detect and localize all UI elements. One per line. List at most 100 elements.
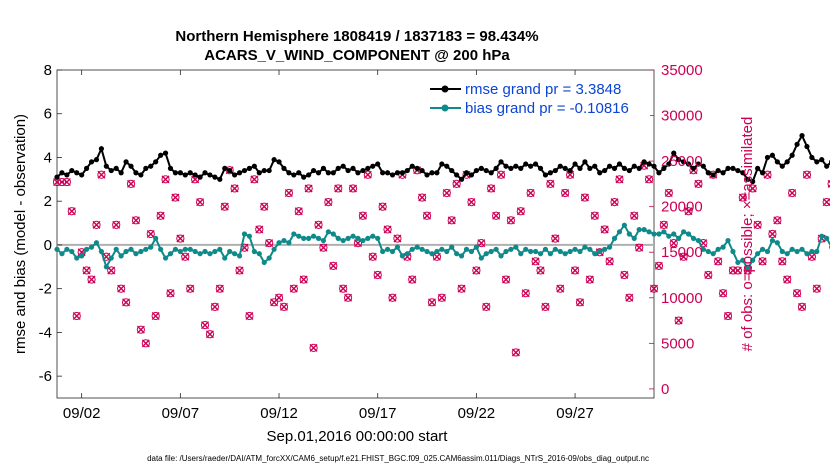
- obs-assimilated-point: [442, 189, 451, 197]
- rmse-point: [700, 163, 706, 169]
- rmse-point: [651, 163, 657, 169]
- obs-assimilated-point: [196, 198, 205, 207]
- bias-point: [666, 233, 672, 239]
- bias-point: [478, 255, 484, 261]
- bias-point: [774, 240, 780, 246]
- y-axis-left-ticks: 8 6 4 2 0 -2 -4 -6: [39, 62, 62, 385]
- obs-assimilated-point: [423, 211, 432, 220]
- rmse-point: [301, 174, 307, 180]
- obs-assimilated-point: [506, 216, 515, 225]
- rmse-point: [54, 174, 60, 180]
- rmse-point: [389, 172, 396, 178]
- rmse-point: [454, 172, 460, 178]
- obs-possible-point: [67, 207, 76, 216]
- obs-possible-point: [792, 289, 802, 298]
- obs-assimilated-point: [748, 184, 757, 193]
- rmse-point: [197, 174, 203, 180]
- obs-possible-point: [334, 184, 343, 193]
- x-tick-label: 09/22: [458, 405, 496, 422]
- rmse-point: [360, 167, 366, 174]
- bias-point: [419, 246, 425, 252]
- obs-possible-point: [373, 270, 382, 280]
- bias-point: [764, 248, 771, 255]
- rmse-point: [656, 170, 662, 176]
- bias-point: [227, 248, 233, 255]
- bias-point: [681, 229, 687, 235]
- rmse-point: [232, 172, 238, 178]
- obs-possible-point: [644, 175, 654, 184]
- rmse-point: [493, 165, 499, 171]
- rmse-point: [419, 167, 425, 174]
- bias-point: [236, 253, 243, 259]
- obs-assimilated-point: [793, 289, 802, 298]
- rmse-point: [602, 167, 608, 174]
- obs-possible-point: [348, 184, 358, 193]
- obs-assimilated-point: [526, 189, 535, 197]
- obs-assimilated-point: [97, 170, 106, 179]
- bias-point: [542, 246, 549, 252]
- bias-point: [217, 246, 223, 252]
- rmse-point: [488, 170, 494, 176]
- obs-possible-point: [492, 211, 501, 220]
- bias-point: [715, 246, 721, 252]
- obs-possible-point: [245, 311, 254, 321]
- obs-assimilated-point: [265, 239, 274, 248]
- obs-assimilated-point: [516, 207, 525, 216]
- rmse-point: [429, 170, 435, 176]
- obs-assimilated-point: [719, 289, 728, 298]
- bias-point: [98, 248, 105, 255]
- x-tick-label: 09/17: [359, 405, 397, 422]
- obs-possible-point: [112, 220, 121, 229]
- obs-assimilated-point: [620, 271, 629, 279]
- obs-possible-point: [827, 180, 830, 188]
- x-axis-ticks: 09/02 09/07 09/12 09/17 09/22 09/27: [63, 70, 594, 422]
- obs-assimilated-point: [501, 275, 510, 284]
- rmse-point: [759, 170, 766, 176]
- obs-possible-point: [363, 170, 372, 179]
- bias-point: [133, 251, 139, 257]
- bias-point: [103, 264, 109, 270]
- obs-possible-point: [570, 266, 580, 275]
- bias-point: [794, 248, 800, 255]
- obs-possible-point: [575, 298, 585, 307]
- obs-possible-point: [802, 170, 812, 179]
- obs-assimilated-point: [432, 252, 441, 261]
- obs-assimilated-point: [447, 216, 456, 225]
- obs-assimilated-point: [314, 220, 323, 229]
- obs-assimilated-point: [339, 284, 348, 293]
- rmse-point: [725, 165, 731, 171]
- rmse-point: [814, 159, 820, 165]
- obs-assimilated-point: [171, 193, 180, 202]
- obs-possible-point: [422, 211, 432, 220]
- obs-possible-point: [339, 284, 348, 293]
- bias-point: [123, 248, 129, 255]
- bias-point: [315, 235, 322, 241]
- bias-point: [261, 259, 267, 266]
- bias-point: [360, 237, 366, 244]
- bias-point: [651, 231, 657, 237]
- obs-assimilated-point: [536, 266, 545, 275]
- bias-point: [468, 248, 475, 255]
- bias-point: [153, 235, 159, 241]
- y-left-tick-label: -2: [39, 281, 52, 298]
- rmse-point: [547, 170, 553, 176]
- obs-assimilated-point: [151, 312, 160, 320]
- rmse-point: [681, 159, 687, 165]
- obs-assimilated-point: [472, 266, 481, 275]
- rmse-point: [69, 167, 75, 174]
- rmse-point: [350, 165, 356, 171]
- bias-point: [212, 248, 218, 255]
- bias-point: [700, 246, 706, 252]
- obs-possible-point: [131, 216, 141, 225]
- obs-possible-point: [664, 188, 673, 198]
- rmse-point: [256, 170, 262, 176]
- obs-assimilated-point: [368, 252, 377, 261]
- obs-assimilated-point: [807, 252, 816, 261]
- bias-point: [207, 251, 213, 257]
- obs-possible-point: [812, 284, 821, 293]
- obs-possible-point: [427, 298, 437, 307]
- bias-point: [118, 253, 124, 259]
- rmse-point: [508, 165, 514, 171]
- obs-possible-point: [704, 270, 713, 280]
- obs-assimilated-point: [773, 216, 782, 225]
